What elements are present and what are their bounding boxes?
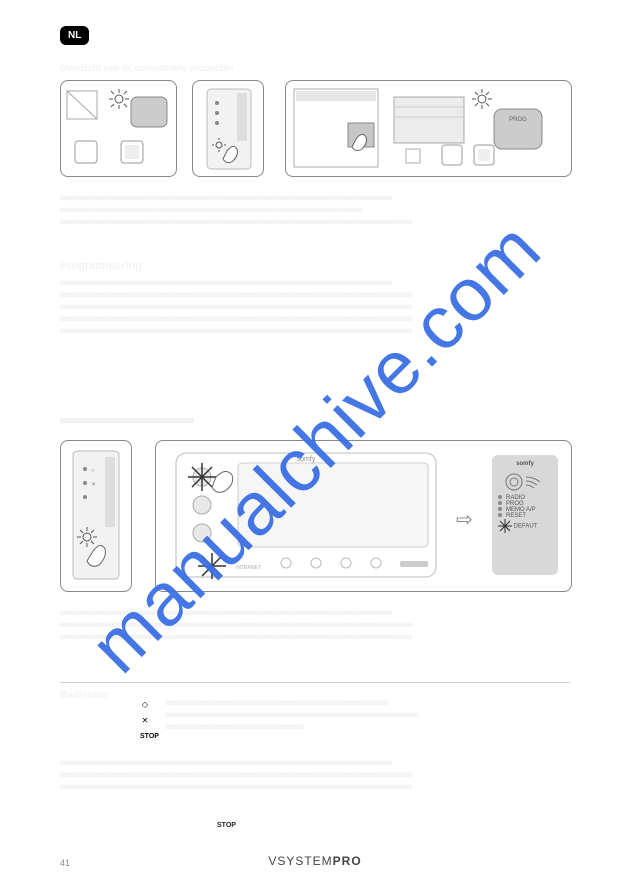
diagram-box-2 bbox=[192, 80, 264, 177]
remote-illustration-2: ○ ✕ bbox=[61, 441, 131, 591]
divider bbox=[60, 682, 570, 683]
arrow-right-icon: ⇨ bbox=[456, 507, 473, 532]
svg-text:○: ○ bbox=[91, 468, 95, 474]
somfy-legend-panel: somfy RADIO PROG MEMO A/P RESET DEFAUT bbox=[492, 455, 558, 575]
faint-paragraph-1: ▀▀▀▀▀▀▀▀▀▀▀▀▀▀▀▀▀▀▀▀▀▀▀▀▀▀▀▀▀▀▀▀▀▀▀▀▀▀▀▀… bbox=[60, 195, 560, 231]
faint-paragraph-4: ▀▀▀▀▀▀▀▀▀▀▀▀▀▀▀▀▀▀▀▀▀▀▀▀▀▀▀▀▀▀▀▀▀▀▀▀▀▀▀▀… bbox=[165, 700, 565, 736]
footer-brand-bold: PRO bbox=[333, 854, 362, 868]
svg-text:INTERNET: INTERNET bbox=[236, 565, 261, 571]
stop-label: STOP bbox=[140, 732, 150, 742]
diagram-box-3: PROG bbox=[285, 80, 572, 177]
system-illustration: PROG bbox=[286, 81, 571, 176]
section-heading-2: Programmering bbox=[60, 260, 142, 272]
section-heading-3: ▀▀▀▀▀▀▀▀▀▀▀▀▀▀▀▀▀▀▀▀▀ bbox=[60, 418, 194, 428]
svg-text:somfy: somfy bbox=[297, 456, 316, 463]
stop-label-inline: STOP bbox=[217, 822, 236, 829]
target-icon bbox=[498, 471, 558, 493]
device-illustration bbox=[61, 81, 176, 176]
diagram-box-4: ○ ✕ bbox=[60, 440, 132, 592]
starburst-icon bbox=[498, 519, 512, 533]
svg-text:✕: ✕ bbox=[91, 482, 96, 488]
faint-paragraph-5: ▀▀▀▀▀▀▀▀▀▀▀▀▀▀▀▀▀▀▀▀▀▀▀▀▀▀▀▀▀▀▀▀▀▀▀▀▀▀▀▀… bbox=[60, 760, 560, 796]
remote-illustration bbox=[193, 81, 263, 176]
language-tag: NL bbox=[60, 26, 89, 45]
panel-title: somfy bbox=[498, 461, 552, 467]
faint-paragraph-2: ▀▀▀▀▀▀▀▀▀▀▀▀▀▀▀▀▀▀▀▀▀▀▀▀▀▀▀▀▀▀▀▀▀▀▀▀▀▀▀▀… bbox=[60, 280, 560, 340]
footer-brand: VSYSTEMPRO bbox=[268, 854, 361, 868]
faint-paragraph-3: ▀▀▀▀▀▀▀▀▀▀▀▀▀▀▀▀▀▀▀▀▀▀▀▀▀▀▀▀▀▀▀▀▀▀▀▀▀▀▀▀… bbox=[60, 610, 560, 646]
page-number: 41 bbox=[60, 858, 70, 868]
section-heading: Overzicht van de compatibele producten bbox=[60, 63, 234, 73]
legend-item: DEFAUT bbox=[498, 519, 552, 533]
control-icons: ◇ ✕ STOP bbox=[140, 700, 160, 748]
expand-icon: ◇ bbox=[140, 700, 150, 710]
diagram-box-5: somfy INTERNET ⇨ somfy bbox=[155, 440, 572, 592]
section-heading-4: Bediening bbox=[60, 690, 108, 701]
close-icon: ✕ bbox=[140, 716, 150, 726]
footer-brand-light: VSYSTEM bbox=[268, 854, 332, 868]
svg-text:PROG: PROG bbox=[509, 117, 527, 123]
diagram-box-1 bbox=[60, 80, 177, 177]
